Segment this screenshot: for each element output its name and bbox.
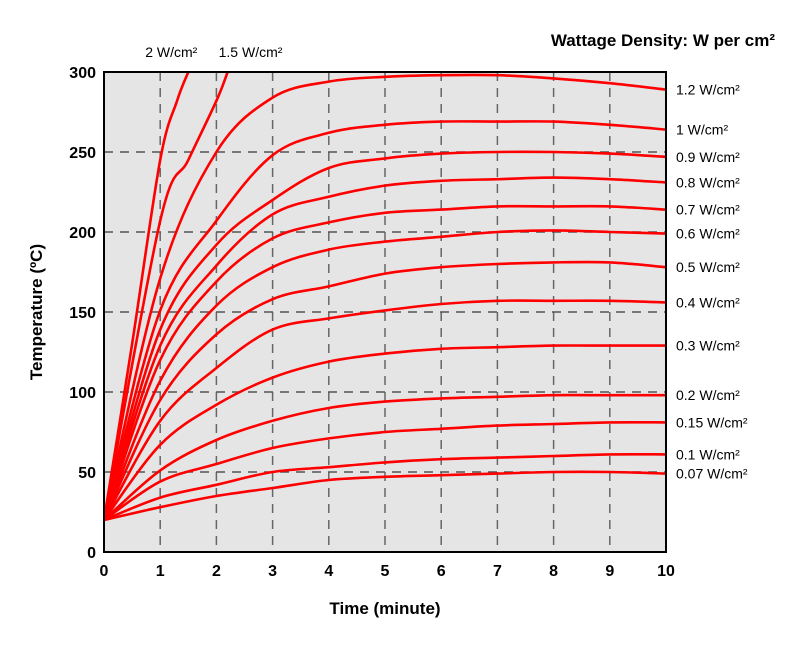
series-line [104,72,229,521]
x-tick-label: 6 [437,563,446,580]
plot-frame [103,71,667,553]
series-line [104,420,666,522]
chart-title: Wattage Density: W per cm² [551,31,776,50]
series-label: 1.5 W/cm² [219,44,283,60]
y-tick-label: 150 [69,305,96,322]
y-axis-label: Temperature (ºC) [27,244,46,380]
x-tick-label: 0 [100,563,109,580]
series-line [104,260,666,521]
x-tick-label: 4 [324,563,333,580]
y-tick-label: 200 [69,225,96,242]
series-label: 0.15 W/cm² [676,414,748,430]
series-lines [104,72,666,522]
series-line [104,470,666,522]
series-label: 0.6 W/cm² [676,226,740,242]
series-line [104,299,666,521]
x-axis-label: Time (minute) [329,599,440,618]
y-tick-label: 0 [87,545,96,562]
series-label: 0.9 W/cm² [676,149,740,165]
x-tick-label: 5 [381,563,390,580]
x-tick-label: 9 [605,563,614,580]
series-labels: 0.07 W/cm² 0.1 W/cm² 0.15 W/cm² 0.2 W/cm² 0.… [145,44,748,482]
x-tick-label: 1 [156,563,165,580]
y-tick-label: 250 [69,145,96,162]
series-line [104,120,666,521]
series-line [104,72,190,521]
series-label: 0.3 W/cm² [676,338,740,354]
series-line [104,73,666,521]
series-label: 0.2 W/cm² [676,387,740,403]
y-tick-label: 50 [78,465,96,482]
x-tick-label: 10 [657,563,675,580]
series-label: 1 W/cm² [676,122,728,138]
x-tick-label: 2 [212,563,221,580]
y-tick-label: 100 [69,385,96,402]
series-line [104,344,666,521]
series-line [104,150,666,521]
series-label: 0.07 W/cm² [676,466,748,482]
y-tick-labels: 0 50 100 150 200 250 300 [69,65,96,562]
series-label: 1.2 W/cm² [676,82,740,98]
y-tick-label: 300 [69,65,96,82]
x-tick-label: 8 [549,563,558,580]
series-label: 0.8 W/cm² [676,174,740,190]
series-label: 0.7 W/cm² [676,202,740,218]
series-label: 2 W/cm² [145,44,197,60]
series-label: 0.5 W/cm² [676,259,740,275]
series-line [104,176,666,521]
x-tick-labels: 0 1 2 3 4 5 6 7 8 9 10 [100,563,675,580]
series-line [104,452,666,522]
x-tick-label: 7 [493,563,502,580]
series-line [104,229,666,521]
x-tick-label: 3 [268,563,277,580]
series-line [104,393,666,521]
series-line [104,204,666,521]
series-label: 0.4 W/cm² [676,294,740,310]
series-label: 0.1 W/cm² [676,446,740,462]
